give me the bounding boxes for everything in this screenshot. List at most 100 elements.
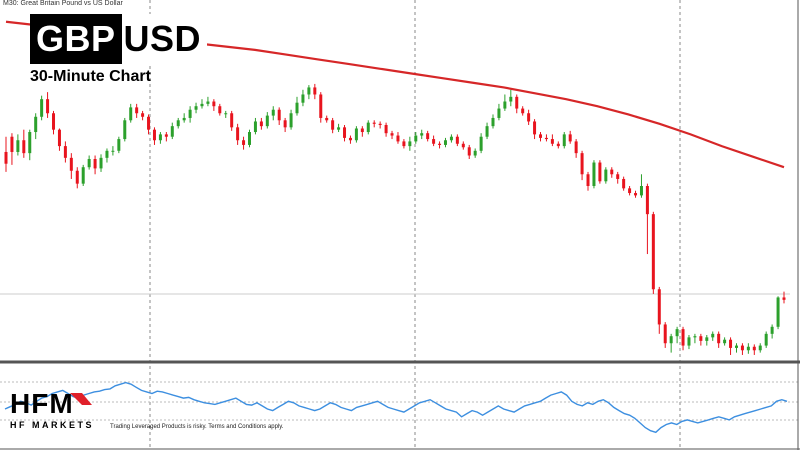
candle-body [271, 109, 275, 116]
candle-body [348, 137, 352, 141]
candle-body [319, 94, 323, 118]
candle-body [408, 141, 412, 147]
candle-body [34, 116, 38, 133]
candle-body [461, 143, 465, 148]
candle-body [663, 324, 667, 344]
candle-body [657, 289, 661, 325]
candle-body [135, 107, 139, 114]
candle-body [420, 133, 424, 136]
candle-body [396, 135, 400, 142]
candle-body [46, 99, 50, 114]
candle-body [509, 96, 513, 102]
chart-subtitle: 30-Minute Chart [30, 68, 151, 85]
candle-body [188, 109, 192, 118]
candle-body [414, 135, 418, 142]
candle-body [681, 329, 685, 346]
candle-body [580, 153, 584, 175]
candle-body [200, 103, 204, 107]
symbol-title-base: GBP [30, 14, 122, 64]
candle-body [28, 132, 32, 154]
candle-body [675, 329, 679, 337]
candle-body [592, 162, 596, 186]
candle-body [533, 121, 537, 135]
candle-body [485, 126, 489, 137]
candle-body [586, 174, 590, 186]
candle-body [390, 133, 394, 136]
candle-body [758, 345, 762, 351]
candle-body [158, 134, 162, 141]
candle-body [325, 117, 329, 121]
candle-body [639, 186, 643, 196]
candle-body [479, 136, 483, 151]
candle-body [527, 113, 531, 122]
symbol-title-quote: USD [121, 14, 208, 64]
candle-body [4, 151, 8, 164]
candle-body [224, 113, 228, 115]
candle-body [645, 186, 649, 215]
candle-body [443, 140, 447, 145]
candle-body [402, 141, 406, 147]
candle-body [307, 87, 311, 95]
hfm-logo: HFM HF MARKETS [10, 389, 110, 431]
candle-body [283, 120, 287, 128]
candle-body [544, 137, 548, 140]
candle-body [693, 336, 697, 338]
candle-body [331, 120, 335, 130]
candle-body [503, 101, 507, 109]
candle-body [426, 133, 430, 140]
candle-body [295, 102, 299, 114]
candle-body [556, 143, 560, 147]
candle-body [764, 333, 768, 346]
candle-body [63, 146, 67, 158]
candle-body [449, 136, 453, 141]
candle-body [343, 127, 347, 138]
candle-body [384, 124, 388, 134]
candle-body [129, 107, 133, 121]
candle-body [206, 101, 210, 104]
candle-body [378, 123, 382, 125]
candle-body [242, 140, 246, 145]
indicator-line [4, 381, 788, 434]
symbol-title: GBP USD [30, 14, 208, 64]
candle-body [562, 134, 566, 147]
hfm-logo-name: HF MARKETS [10, 420, 94, 430]
candle-body [301, 94, 305, 103]
candle-body [111, 150, 115, 152]
hfm-logo-accent [70, 393, 92, 405]
candle-body [218, 106, 222, 114]
candle-body [337, 127, 341, 130]
candle-body [497, 108, 501, 118]
candle-body [182, 117, 186, 121]
candle-body [117, 139, 121, 151]
candle-body [473, 150, 477, 156]
candle-body [16, 140, 20, 152]
candle-body [81, 167, 85, 184]
candle-body [52, 113, 56, 130]
candle-body [313, 87, 317, 95]
candle-body [265, 115, 269, 127]
candle-body [105, 150, 109, 158]
candle-body [776, 297, 780, 327]
candle-body [354, 128, 358, 141]
candle-body [152, 129, 156, 141]
candle-body [723, 339, 727, 344]
candle-body [289, 113, 293, 128]
candle-body [622, 178, 626, 189]
candle-body [734, 345, 738, 348]
candle-body [669, 336, 673, 344]
candle-body [253, 121, 257, 133]
chart-header-label: M30: Great Britain Pound vs US Dollar [3, 0, 123, 7]
candle-body [360, 128, 364, 133]
candle-body [438, 143, 442, 145]
candle-body [99, 157, 103, 169]
candle-body [123, 120, 127, 140]
candle-body [40, 99, 44, 117]
candle-body [628, 188, 632, 194]
candle-body [259, 121, 263, 127]
candle-body [10, 136, 14, 152]
candle-body [176, 120, 180, 127]
risk-disclaimer: Trading Leveraged Products is risky. Ter… [110, 424, 284, 430]
candle-body [230, 113, 234, 128]
